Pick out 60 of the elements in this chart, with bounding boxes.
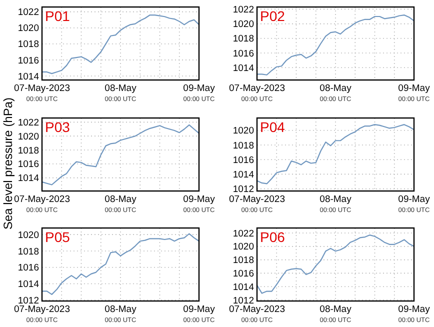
y-tick-label: 1016: [18, 159, 39, 170]
y-tick-label: 1020: [18, 230, 39, 241]
y-tick-label: 1022: [18, 117, 39, 128]
y-tick-label: 1012: [232, 184, 254, 196]
y-tick-label: 1016: [232, 48, 254, 60]
y-tick-label: 1016: [18, 55, 39, 66]
chart-title: P03: [45, 119, 70, 135]
x-tick-label: 09-May 00:00 UTC: [398, 83, 430, 103]
y-tick-label: 1014: [18, 279, 39, 290]
line-series: [256, 124, 415, 184]
y-tick-label: 1022: [232, 228, 254, 240]
y-tick-label: 1018: [232, 34, 254, 45]
y-tick-label: 1016: [232, 268, 254, 280]
x-tick-label: 09-May 00:00 UTC: [398, 304, 430, 324]
y-tick-label: 1020: [232, 19, 254, 30]
x-tick-label: 08-May 00:00 UTC: [320, 194, 352, 214]
y-tick-label: 1014: [232, 170, 254, 181]
line-series: [256, 234, 415, 294]
x-tick-label: 09-May 00:00 UTC: [183, 83, 216, 103]
y-tick-label: 1014: [232, 62, 254, 74]
chart-title: P06: [260, 229, 286, 245]
y-tick-label: 1018: [232, 140, 254, 152]
y-tick-label: 1022: [232, 4, 254, 16]
y-axis-title: Sea level pressure (hPa): [1, 97, 15, 230]
y-tick-label: 1020: [232, 126, 254, 137]
y-tick-label: 1016: [18, 262, 39, 274]
y-tick-label: 1022: [18, 7, 39, 18]
x-tick-label: 08-May 00:00 UTC: [104, 304, 137, 324]
x-tick-label: 08-May 00:00 UTC: [320, 83, 352, 103]
y-tick-label: 1018: [232, 255, 254, 266]
y-tick-label: 1012: [232, 295, 254, 306]
x-tick-label: 08-May 00:00 UTC: [104, 194, 137, 214]
line-series: [41, 233, 200, 295]
x-tick-label: 07-May-2023 00:00 UTC: [14, 83, 70, 103]
chart-title: P02: [260, 8, 286, 24]
y-tick-label: 1020: [232, 242, 254, 253]
x-tick-label: 07-May-2023 00:00 UTC: [14, 194, 70, 214]
y-tick-label: 1018: [18, 246, 39, 258]
x-tick-label: 07-May-2023 00:00 UTC: [229, 194, 285, 214]
line-series: [41, 124, 200, 186]
chart-title: P01: [45, 8, 70, 24]
y-tick-label: 1018: [18, 39, 39, 50]
y-tick-label: 1014: [18, 71, 39, 82]
x-tick-label: 08-May 00:00 UTC: [320, 304, 352, 324]
chart-title: P04: [260, 119, 286, 135]
y-tick-label: 1020: [18, 131, 39, 142]
x-tick-label: 07-May-2023 00:00 UTC: [14, 304, 70, 324]
x-tick-label: 09-May 00:00 UTC: [183, 194, 216, 214]
x-tick-label: 07-May-2023 00:00 UTC: [229, 83, 285, 103]
y-tick-label: 1014: [232, 282, 254, 293]
y-tick-label: 1018: [18, 145, 39, 156]
x-tick-label: 09-May 00:00 UTC: [398, 194, 430, 214]
x-tick-label: 07-May-2023 00:00 UTC: [229, 304, 285, 324]
y-tick-label: 1016: [232, 154, 254, 166]
x-tick-label: 08-May 00:00 UTC: [104, 83, 137, 103]
y-tick-label: 1012: [18, 296, 39, 307]
y-tick-label: 1014: [18, 173, 39, 184]
x-tick-label: 09-May 00:00 UTC: [183, 304, 216, 324]
y-tick-label: 1020: [18, 23, 39, 34]
chart-title: P05: [45, 229, 70, 245]
